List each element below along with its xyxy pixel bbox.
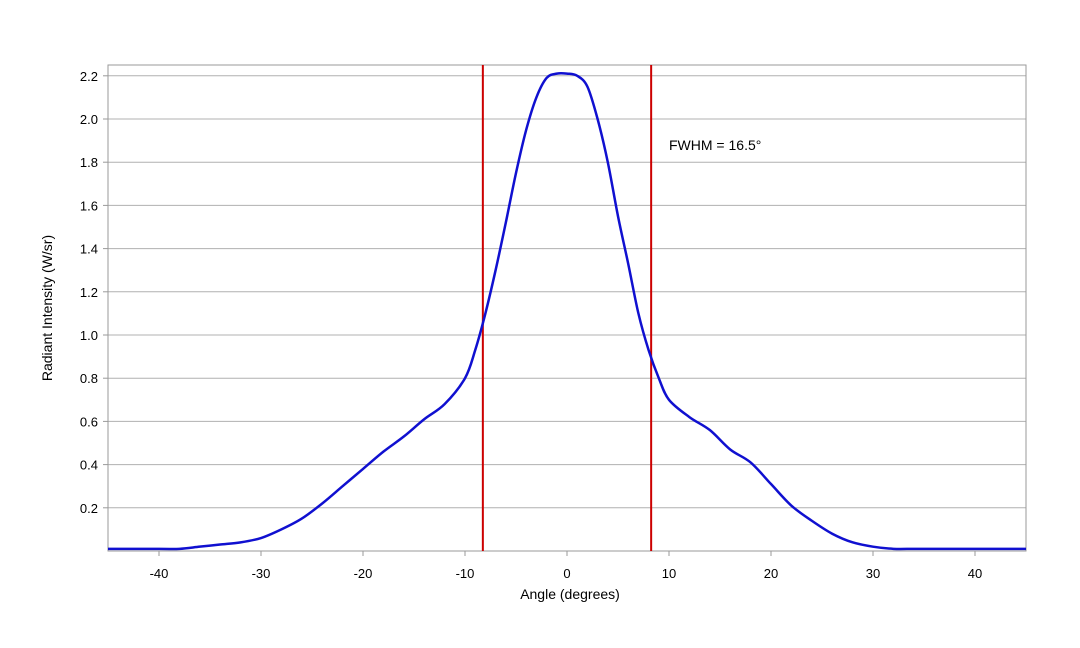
plot-area-frame (107, 64, 1027, 552)
y-tick-label: 0.2 (80, 501, 98, 516)
y-tick-label: 2.2 (80, 69, 98, 84)
fwhm-markers (481, 65, 653, 551)
x-tick-label: 40 (968, 566, 982, 581)
y-axis-label: Radiant Intensity (W/sr) (39, 235, 55, 381)
x-axis-label: Angle (degrees) (520, 586, 620, 602)
data-series (108, 71, 1026, 551)
x-tick-label: -40 (150, 566, 169, 581)
y-tick-label: 1.8 (80, 155, 98, 170)
x-tick-label: 0 (563, 566, 570, 581)
y-tick-label: 2.0 (80, 112, 98, 127)
y-tick-label: 0.6 (80, 414, 98, 429)
y-tick-label: 1.6 (80, 198, 98, 213)
x-tick-label: 10 (662, 566, 676, 581)
y-tick-label: 1.4 (80, 242, 98, 257)
y-tick-label: 0.8 (80, 371, 98, 386)
x-tick-label: -20 (354, 566, 373, 581)
x-tick-label: 30 (866, 566, 880, 581)
y-axis: 0.2 0.4 0.6 0.8 1.0 1.2 1.4 1.6 1.8 2.0 2.2 (80, 69, 108, 516)
y-tick-label: 1.0 (80, 328, 98, 343)
gridlines (108, 75, 1026, 509)
x-tick-label: -10 (456, 566, 475, 581)
x-tick-label: -30 (252, 566, 271, 581)
x-axis: -40 -30 -20 -10 0 10 20 30 40 (150, 551, 982, 581)
y-tick-label: 0.4 (80, 458, 98, 473)
series-line (108, 71, 1026, 551)
fwhm-annotation: FWHM = 16.5° (669, 137, 761, 153)
y-tick-label: 1.2 (80, 285, 98, 300)
x-tick-label: 20 (764, 566, 778, 581)
